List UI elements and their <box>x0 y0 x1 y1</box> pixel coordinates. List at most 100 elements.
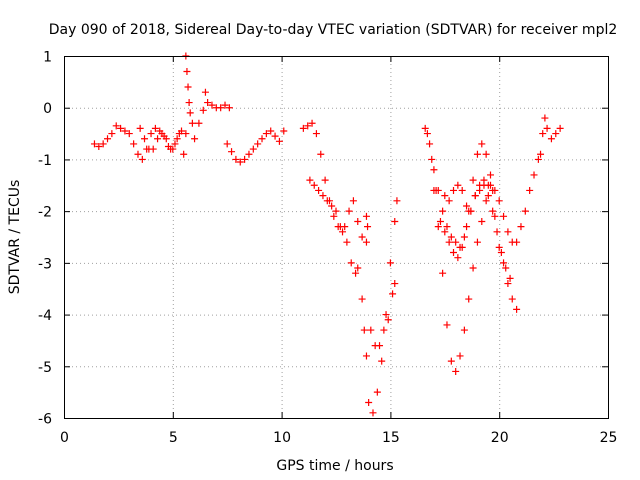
data-point <box>343 238 351 246</box>
data-point <box>90 140 98 148</box>
data-point <box>258 135 266 143</box>
data-point <box>185 99 193 107</box>
data-point <box>436 217 444 225</box>
y-tick-label: -2 <box>38 205 52 221</box>
data-point <box>497 249 505 257</box>
y-tick-label: -6 <box>38 412 52 428</box>
data-point <box>491 212 499 220</box>
data-point <box>204 99 212 107</box>
data-point <box>513 305 521 313</box>
data-point <box>280 127 288 135</box>
data-point <box>195 119 203 127</box>
data-point <box>162 135 170 143</box>
data-point <box>393 197 401 205</box>
data-point <box>249 145 257 153</box>
data-point <box>447 357 455 365</box>
data-point <box>221 101 229 109</box>
data-point <box>330 212 338 220</box>
data-point <box>495 197 503 205</box>
data-point <box>201 88 209 96</box>
data-point <box>500 212 508 220</box>
data-point <box>484 192 492 200</box>
data-point <box>362 352 370 360</box>
data-point <box>452 238 460 246</box>
data-point <box>147 130 155 138</box>
data-point <box>332 207 340 215</box>
data-point <box>354 217 362 225</box>
y-axis-label: SDTVAR / TECUs <box>7 180 23 295</box>
data-point <box>445 238 453 246</box>
data-point <box>136 124 144 132</box>
data-point <box>537 150 545 158</box>
data-point <box>434 223 442 231</box>
data-point <box>441 228 449 236</box>
data-point <box>308 119 316 127</box>
data-point <box>369 409 377 417</box>
data-point <box>445 197 453 205</box>
data-point <box>543 124 551 132</box>
y-tick-label: 1 <box>43 50 52 66</box>
data-point <box>386 259 394 267</box>
y-tick-label: -1 <box>38 153 52 169</box>
data-point <box>138 155 146 163</box>
data-point <box>478 140 486 148</box>
data-point <box>423 130 431 138</box>
data-point <box>130 140 138 148</box>
grid <box>64 56 609 419</box>
data-point <box>500 259 508 267</box>
y-tick-label: 0 <box>43 101 52 117</box>
data-point <box>480 176 488 184</box>
data-point <box>421 124 429 132</box>
data-point <box>430 186 438 194</box>
data-point <box>365 398 373 406</box>
data-point <box>217 104 225 112</box>
data-point <box>495 243 503 251</box>
data-point <box>467 207 475 215</box>
data-point <box>154 135 162 143</box>
data-point <box>513 238 521 246</box>
data-point <box>382 311 390 319</box>
data-point <box>173 135 181 143</box>
data-point <box>208 101 216 109</box>
y-tick-label: -5 <box>38 360 52 376</box>
data-point <box>232 155 240 163</box>
x-tick-label: 15 <box>382 430 400 446</box>
data-point <box>171 140 179 148</box>
data-point <box>469 176 477 184</box>
data-point <box>452 367 460 375</box>
data-point <box>526 186 534 194</box>
data-point <box>378 357 386 365</box>
data-point <box>556 124 564 132</box>
data-point <box>458 243 466 251</box>
data-point <box>341 223 349 231</box>
data-point <box>347 259 355 267</box>
data-point <box>547 135 555 143</box>
data-point <box>534 155 542 163</box>
data-series <box>90 52 288 166</box>
data-point <box>443 321 451 329</box>
data-point <box>112 122 120 130</box>
data-point <box>473 150 481 158</box>
data-series <box>421 114 564 375</box>
data-point <box>184 83 192 91</box>
data-point <box>454 254 462 262</box>
x-tick-label: 10 <box>273 430 291 446</box>
data-point <box>241 155 249 163</box>
data-point <box>552 130 560 138</box>
data-point <box>319 192 327 200</box>
data-point <box>151 124 159 132</box>
data-point <box>506 274 514 282</box>
data-point <box>362 238 370 246</box>
data-point <box>125 130 133 138</box>
data-point <box>476 181 484 189</box>
data-points <box>90 52 564 417</box>
x-tick-label: 25 <box>600 430 618 446</box>
data-point <box>362 212 370 220</box>
data-point <box>439 269 447 277</box>
data-point <box>236 158 244 166</box>
data-point <box>391 217 399 225</box>
data-point <box>458 186 466 194</box>
data-point <box>482 150 490 158</box>
data-point <box>225 104 233 112</box>
